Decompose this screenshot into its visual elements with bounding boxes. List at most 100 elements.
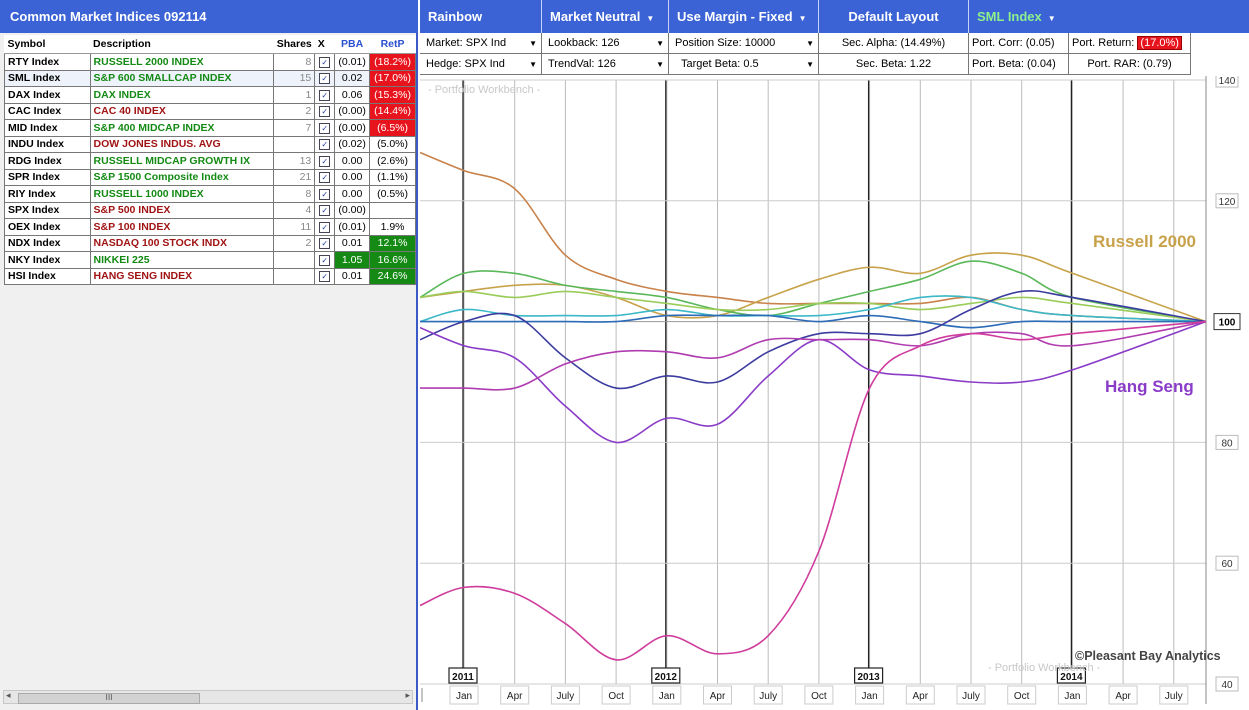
table-row[interactable]: CAC Index CAC 40 INDEX 2 ✓ (0.00) (14.4%) bbox=[4, 102, 416, 120]
description-cell[interactable]: S&P 1500 Composite Index bbox=[89, 168, 275, 186]
include-checkbox-cell[interactable]: ✓ bbox=[314, 267, 336, 285]
checkbox-icon[interactable]: ✓ bbox=[319, 56, 331, 68]
symbol-cell[interactable]: SPR Index bbox=[4, 168, 91, 186]
col-header-shares[interactable]: Shares bbox=[273, 35, 315, 54]
scroll-right-icon[interactable]: ▸ bbox=[405, 691, 410, 701]
description-cell[interactable]: RUSSELL 2000 INDEX bbox=[89, 53, 275, 71]
scroll-thumb[interactable]: III bbox=[18, 693, 200, 704]
table-row[interactable]: INDU Index DOW JONES INDUS. AVG ✓ (0.02) (5.… bbox=[4, 135, 416, 153]
description-cell[interactable]: S&P 600 SMALLCAP INDEX bbox=[89, 69, 275, 87]
include-checkbox-cell[interactable]: ✓ bbox=[314, 251, 336, 269]
symbol-cell[interactable]: RDG Index bbox=[4, 152, 91, 170]
table-row[interactable]: DAX Index DAX INDEX 1 ✓ 0.06 (15.3%) bbox=[4, 86, 416, 104]
description-cell[interactable]: S&P 500 INDEX bbox=[89, 201, 275, 219]
market-select[interactable]: Market: SPX Ind ▼ bbox=[420, 33, 542, 54]
table-row[interactable]: OEX Index S&P 100 INDEX 11 ✓ (0.01) 1.9% bbox=[4, 218, 416, 236]
col-header-description[interactable]: Description bbox=[90, 35, 274, 54]
symbol-cell[interactable]: OEX Index bbox=[4, 218, 91, 236]
include-checkbox-cell[interactable]: ✓ bbox=[314, 152, 336, 170]
include-checkbox-cell[interactable]: ✓ bbox=[314, 119, 336, 137]
checkbox-icon[interactable]: ✓ bbox=[319, 172, 331, 184]
checkbox-icon[interactable]: ✓ bbox=[319, 238, 331, 250]
symbol-cell[interactable]: INDU Index bbox=[4, 135, 91, 153]
use-margin-dropdown[interactable]: Use Margin - Fixed ▼ bbox=[669, 0, 819, 33]
shares-cell[interactable]: 8 bbox=[273, 53, 316, 71]
include-checkbox-cell[interactable]: ✓ bbox=[314, 53, 336, 71]
table-row[interactable]: SPX Index S&P 500 INDEX 4 ✓ (0.00) bbox=[4, 201, 416, 219]
shares-cell[interactable]: 15 bbox=[273, 69, 316, 87]
checkbox-icon[interactable]: ✓ bbox=[319, 221, 331, 233]
symbol-cell[interactable]: HSI Index bbox=[4, 267, 91, 285]
description-cell[interactable]: NASDAQ 100 STOCK INDX bbox=[89, 234, 275, 252]
description-cell[interactable]: CAC 40 INDEX bbox=[89, 102, 275, 120]
description-cell[interactable]: RUSSELL 1000 INDEX bbox=[89, 185, 275, 203]
shares-cell[interactable]: 4 bbox=[273, 201, 316, 219]
include-checkbox-cell[interactable]: ✓ bbox=[314, 168, 336, 186]
description-cell[interactable]: S&P 100 INDEX bbox=[89, 218, 275, 236]
symbol-cell[interactable]: MID Index bbox=[4, 119, 91, 137]
rainbow-chart-dropdown[interactable]: Rainbow Chart ▼ bbox=[420, 0, 542, 57]
symbol-cell[interactable]: RIY Index bbox=[4, 185, 91, 203]
checkbox-icon[interactable]: ✓ bbox=[319, 205, 331, 217]
horizontal-scrollbar[interactable]: ◂ III ▸ bbox=[3, 690, 413, 704]
symbol-cell[interactable]: NDX Index bbox=[4, 234, 91, 252]
symbol-cell[interactable]: CAC Index bbox=[4, 102, 91, 120]
include-checkbox-cell[interactable]: ✓ bbox=[314, 135, 336, 153]
target-beta-select[interactable]: Target Beta: 0.5 ▼ bbox=[669, 54, 819, 75]
shares-cell[interactable]: 1 bbox=[273, 86, 316, 104]
description-cell[interactable]: NIKKEI 225 bbox=[89, 251, 275, 269]
checkbox-icon[interactable]: ✓ bbox=[319, 73, 331, 85]
shares-cell[interactable] bbox=[273, 251, 316, 269]
symbol-cell[interactable]: SML Index bbox=[4, 69, 91, 87]
include-checkbox-cell[interactable]: ✓ bbox=[314, 201, 336, 219]
description-cell[interactable]: RUSSELL MIDCAP GROWTH IX bbox=[89, 152, 275, 170]
market-neutral-dropdown[interactable]: Market Neutral ▼ bbox=[542, 0, 669, 33]
checkbox-icon[interactable]: ✓ bbox=[319, 139, 331, 151]
table-row[interactable]: RIY Index RUSSELL 1000 INDEX 8 ✓ 0.00 (0.5%) bbox=[4, 185, 416, 203]
table-row[interactable]: HSI Index HANG SENG INDEX ✓ 0.01 24.6% bbox=[4, 267, 416, 285]
symbol-cell[interactable]: NKY Index bbox=[4, 251, 91, 269]
trendval-select[interactable]: TrendVal: 126 ▼ bbox=[542, 54, 669, 75]
col-header-x[interactable]: X bbox=[314, 35, 335, 54]
shares-cell[interactable] bbox=[273, 267, 316, 285]
shares-cell[interactable]: 2 bbox=[273, 102, 316, 120]
checkbox-icon[interactable]: ✓ bbox=[319, 122, 331, 134]
table-row[interactable]: RTY Index RUSSELL 2000 INDEX 8 ✓ (0.01) (18.2… bbox=[4, 53, 416, 71]
checkbox-icon[interactable]: ✓ bbox=[319, 106, 331, 118]
checkbox-icon[interactable]: ✓ bbox=[319, 89, 331, 101]
include-checkbox-cell[interactable]: ✓ bbox=[314, 69, 336, 87]
symbol-cell[interactable]: DAX Index bbox=[4, 86, 91, 104]
shares-cell[interactable] bbox=[273, 135, 316, 153]
table-row[interactable]: RDG Index RUSSELL MIDCAP GROWTH IX 13 ✓ 0.00… bbox=[4, 152, 416, 170]
symbol-cell[interactable]: SPX Index bbox=[4, 201, 91, 219]
hedge-select[interactable]: Hedge: SPX Ind ▼ bbox=[420, 54, 542, 75]
description-cell[interactable]: DOW JONES INDUS. AVG bbox=[89, 135, 275, 153]
col-header-symbol[interactable]: Symbol bbox=[4, 35, 91, 54]
include-checkbox-cell[interactable]: ✓ bbox=[314, 185, 336, 203]
description-cell[interactable]: HANG SENG INDEX bbox=[89, 267, 275, 285]
include-checkbox-cell[interactable]: ✓ bbox=[314, 218, 336, 236]
checkbox-icon[interactable]: ✓ bbox=[319, 271, 331, 283]
checkbox-icon[interactable]: ✓ bbox=[319, 155, 331, 167]
table-row[interactable]: MID Index S&P 400 MIDCAP INDEX 7 ✓ (0.00) (6.… bbox=[4, 119, 416, 137]
shares-cell[interactable]: 13 bbox=[273, 152, 316, 170]
col-header-retp[interactable]: RetP bbox=[369, 35, 416, 54]
description-cell[interactable]: S&P 400 MIDCAP INDEX bbox=[89, 119, 275, 137]
checkbox-icon[interactable]: ✓ bbox=[319, 254, 331, 266]
table-row[interactable]: NDX Index NASDAQ 100 STOCK INDX 2 ✓ 0.01 12.1… bbox=[4, 234, 416, 252]
position-size-select[interactable]: Position Size: 10000 ▼ bbox=[669, 33, 819, 54]
include-checkbox-cell[interactable]: ✓ bbox=[314, 234, 336, 252]
include-checkbox-cell[interactable]: ✓ bbox=[314, 86, 336, 104]
shares-cell[interactable]: 8 bbox=[273, 185, 316, 203]
sml-index-dropdown[interactable]: SML Index ▼ bbox=[969, 0, 1079, 33]
symbol-cell[interactable]: RTY Index bbox=[4, 53, 91, 71]
scroll-left-icon[interactable]: ◂ bbox=[6, 691, 11, 701]
shares-cell[interactable]: 21 bbox=[273, 168, 316, 186]
table-row[interactable]: SML Index S&P 600 SMALLCAP INDEX 15 ✓ 0.02 (1… bbox=[4, 69, 416, 87]
checkbox-icon[interactable]: ✓ bbox=[319, 188, 331, 200]
col-header-pba[interactable]: PBA bbox=[334, 35, 370, 54]
description-cell[interactable]: DAX INDEX bbox=[89, 86, 275, 104]
shares-cell[interactable]: 2 bbox=[273, 234, 316, 252]
shares-cell[interactable]: 11 bbox=[273, 218, 316, 236]
table-row[interactable]: NKY Index NIKKEI 225 ✓ 1.05 16.6% bbox=[4, 251, 416, 269]
